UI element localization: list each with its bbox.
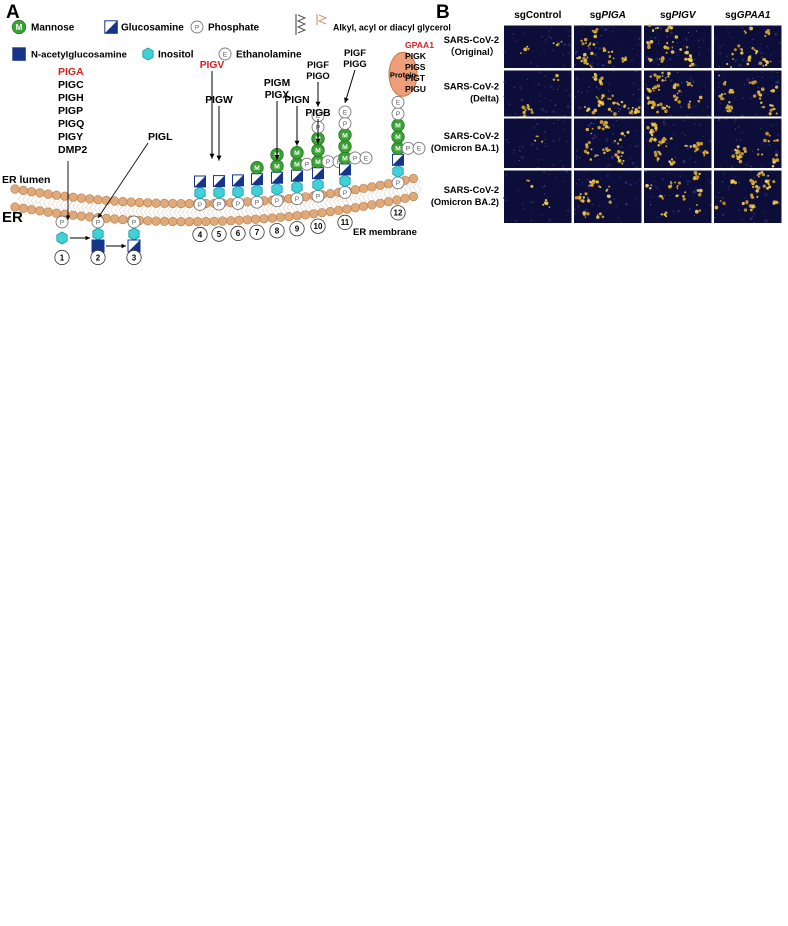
svg-text:M: M	[395, 123, 401, 130]
svg-text:SARS-CoV-2: SARS-CoV-2	[444, 35, 499, 45]
svg-text:SARS-CoV-2: SARS-CoV-2	[444, 82, 499, 92]
svg-text:P: P	[326, 159, 330, 166]
svg-text:M: M	[315, 148, 321, 155]
svg-text:PIGY: PIGY	[58, 131, 83, 143]
svg-text:12: 12	[394, 209, 403, 218]
svg-text:PIGC: PIGC	[58, 79, 84, 91]
svg-text:11: 11	[341, 218, 350, 227]
svg-text:E: E	[396, 100, 400, 107]
svg-text:E: E	[223, 51, 227, 58]
svg-text:Ethanolamine: Ethanolamine	[236, 50, 302, 61]
svg-text:7: 7	[255, 228, 260, 237]
svg-text:（Original）: （Original）	[445, 46, 499, 57]
svg-text:M: M	[395, 146, 401, 153]
svg-text:SARS-CoV-2: SARS-CoV-2	[444, 185, 499, 195]
svg-text:sgControl: sgControl	[514, 10, 561, 21]
svg-text:sgPIGA: sgPIGA	[590, 10, 626, 21]
svg-text:PIGF: PIGF	[307, 59, 329, 70]
svg-text:P: P	[132, 219, 136, 226]
svg-text:3: 3	[132, 253, 137, 262]
svg-text:ER membrane: ER membrane	[353, 227, 417, 238]
svg-text:M: M	[254, 165, 260, 172]
svg-text:PIGK: PIGK	[405, 51, 427, 61]
svg-text:PIGU: PIGU	[405, 84, 426, 94]
svg-text:(Omicron BA.1): (Omicron BA.1)	[431, 143, 499, 153]
svg-text:PIGG: PIGG	[343, 58, 366, 69]
svg-text:1: 1	[60, 253, 65, 262]
svg-text:M: M	[294, 162, 300, 169]
svg-text:PIGM: PIGM	[264, 78, 290, 89]
svg-text:Glucosamine: Glucosamine	[121, 23, 184, 34]
svg-text:P: P	[343, 190, 347, 197]
svg-text:Phosphate: Phosphate	[208, 23, 260, 34]
svg-text:2: 2	[96, 253, 101, 262]
svg-text:M: M	[342, 132, 348, 139]
svg-text:E: E	[364, 155, 368, 162]
svg-text:PIGS: PIGS	[405, 62, 426, 72]
svg-text:E: E	[343, 109, 347, 116]
svg-text:PIGF: PIGF	[344, 47, 366, 58]
svg-text:(Omicron BA.2): (Omicron BA.2)	[431, 197, 499, 207]
svg-text:M: M	[274, 164, 280, 171]
svg-text:P: P	[275, 198, 279, 205]
svg-text:5: 5	[217, 230, 222, 239]
svg-text:sgGPAA1: sgGPAA1	[725, 10, 771, 21]
svg-text:PIGL: PIGL	[148, 131, 173, 143]
svg-text:P: P	[96, 219, 100, 226]
svg-text:PIGN: PIGN	[284, 95, 309, 106]
svg-text:P: P	[396, 180, 400, 187]
svg-text:Inositol: Inositol	[158, 50, 194, 61]
svg-text:PIGO: PIGO	[306, 70, 329, 81]
svg-text:P: P	[353, 155, 357, 162]
svg-text:8: 8	[275, 227, 280, 236]
svg-text:M: M	[395, 134, 401, 141]
svg-text:4: 4	[198, 230, 203, 239]
svg-text:P: P	[198, 202, 202, 209]
svg-text:P: P	[305, 162, 309, 169]
svg-text:PIGP: PIGP	[58, 105, 83, 117]
svg-text:P: P	[396, 111, 400, 118]
svg-text:PIGW: PIGW	[205, 95, 233, 106]
svg-text:P: P	[236, 201, 240, 208]
svg-text:(Delta): (Delta)	[470, 94, 499, 104]
svg-text:P: P	[343, 121, 347, 128]
svg-text:DMP2: DMP2	[58, 144, 87, 156]
svg-text:6: 6	[236, 229, 241, 238]
svg-text:P: P	[316, 194, 320, 201]
svg-text:N-acetylglucosamine: N-acetylglucosamine	[31, 50, 127, 61]
svg-text:SARS-CoV-2: SARS-CoV-2	[444, 131, 499, 141]
svg-text:PIGB: PIGB	[305, 108, 330, 119]
svg-text:P: P	[217, 202, 221, 209]
svg-text:M: M	[294, 150, 300, 157]
svg-text:M: M	[315, 159, 321, 166]
svg-text:M: M	[16, 23, 23, 32]
svg-text:E: E	[417, 146, 421, 153]
svg-text:PIGV: PIGV	[200, 60, 225, 71]
svg-text:PIGA: PIGA	[58, 66, 84, 78]
svg-text:P: P	[295, 196, 299, 203]
svg-text:9: 9	[295, 225, 300, 234]
svg-text:M: M	[342, 144, 348, 151]
svg-text:sgPIGV: sgPIGV	[660, 10, 697, 21]
svg-text:PIGT: PIGT	[405, 73, 426, 83]
svg-text:P: P	[60, 219, 64, 226]
svg-text:P: P	[195, 24, 199, 31]
svg-text:PIGH: PIGH	[58, 92, 84, 104]
svg-text:Mannose: Mannose	[31, 23, 75, 34]
svg-text:10: 10	[314, 222, 323, 231]
svg-text:ER lumen: ER lumen	[2, 174, 50, 186]
svg-text:M: M	[342, 155, 348, 162]
svg-text:ER: ER	[2, 209, 23, 226]
svg-text:P: P	[406, 146, 410, 153]
svg-text:P: P	[255, 200, 259, 207]
svg-text:PIGQ: PIGQ	[58, 118, 84, 130]
